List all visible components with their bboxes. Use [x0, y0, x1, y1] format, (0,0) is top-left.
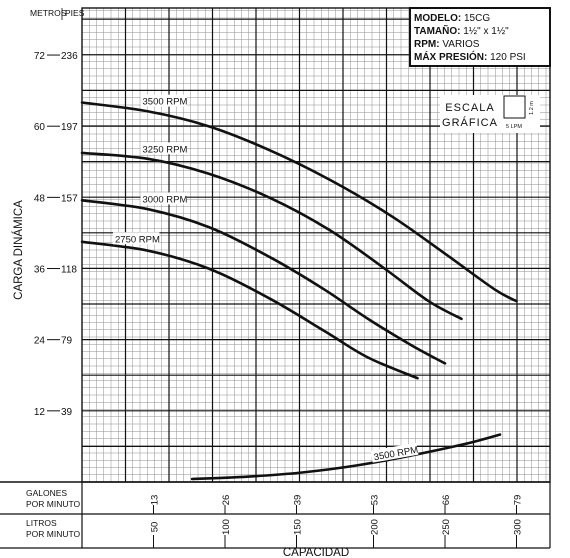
scale-box-side-label: 1.2 m [529, 101, 535, 115]
scale-box-title-2: GRÁFICA [442, 116, 498, 129]
curve-label-bg [140, 142, 187, 155]
scale-box-square [503, 95, 526, 119]
lpm-tick-label: 200 [370, 519, 381, 535]
y-tick-metros: 72 [34, 51, 46, 62]
y-tick-pies: 157 [61, 193, 78, 204]
curve-3000-rpm [80, 199, 447, 365]
curve-2750-rpm [80, 240, 419, 380]
curve-label-3000-rpm: 3000 RPM [143, 194, 188, 205]
info-box-frame [409, 7, 551, 67]
gpm-row-label-line2: POR MINUTO [26, 499, 81, 509]
gpm-tick-label: 79 [513, 495, 524, 506]
curve-label-bg [140, 192, 187, 205]
info-box-row-value: VARIOS [442, 39, 479, 50]
scale-box: ESCALA GRÁFICA 1.2 m 5 LPM [440, 95, 540, 133]
lpm-row-label-line2: POR MINUTO [26, 529, 81, 539]
gpm-row-label-line1: GALONES [26, 488, 67, 498]
curve-label-group: 3250 RPM [140, 142, 188, 155]
y-tick-pies: 79 [61, 336, 73, 347]
curve-label-bg [140, 94, 187, 107]
lpm-tick-label: 150 [293, 519, 304, 535]
curve-3500-rpm [190, 433, 502, 481]
grid-major [82, 8, 550, 482]
y-axis-header-metros: METROS [30, 8, 67, 18]
curve-label-bg [113, 232, 160, 245]
x-axis-label: CAPACIDAD [283, 547, 349, 558]
info-box-row-value: 120 PSI [490, 52, 526, 63]
info-box-row-label: RPM: [414, 39, 442, 50]
info-box-row: TAMAÑO: 1½" x 1½" [414, 24, 509, 37]
curve-label-group: 3500 RPM [140, 94, 188, 108]
gpm-tick-label: 66 [441, 495, 452, 506]
y-tick-metros: 48 [34, 193, 46, 204]
lpm-tick-label: 100 [221, 519, 232, 535]
gpm-tick-label: 53 [370, 495, 381, 506]
curve-3500-rpm [80, 101, 518, 303]
curves [80, 101, 518, 481]
info-box-row: RPM: VARIOS [414, 39, 480, 50]
lpm-tick-label: 50 [150, 522, 161, 533]
curve-label-3500-rpm: 3500 RPM [373, 445, 419, 464]
y-axis-label: CARGA DINÁMICA [12, 200, 25, 300]
y-axis-header-pies: PIES [65, 8, 85, 18]
curve-label-3250-rpm: 3250 RPM [143, 144, 188, 155]
y-tick-pies: 236 [61, 51, 78, 62]
y-tick-metros: 36 [34, 265, 46, 276]
lpm-tick-label: 300 [513, 519, 524, 535]
y-tick-metros: 24 [34, 336, 46, 347]
y-tick-pies: 197 [61, 122, 78, 133]
curve-label-2750-rpm: 2750 RPM [115, 234, 160, 245]
y-tick-metros: 60 [34, 122, 46, 133]
scale-box-title-1: ESCALA [445, 102, 494, 114]
info-box-row-value: 1½" x 1½" [463, 26, 509, 37]
info-box-row-label: TAMAÑO: [414, 24, 463, 37]
info-box-row: MÁX PRESIÓN: 120 PSI [414, 50, 526, 63]
lpm-tick-label: 250 [441, 519, 452, 535]
gpm-tick-label: 39 [293, 495, 304, 506]
grid-minor [82, 8, 550, 482]
curve-label-bg [370, 442, 419, 463]
curve-3250-rpm [80, 151, 463, 321]
info-box-row-label: MODELO: [414, 13, 464, 24]
gpm-tick-label: 26 [221, 495, 232, 506]
y-tick-pies: 39 [61, 407, 73, 418]
gpm-tick-label: 13 [150, 495, 161, 506]
info-box-row: MODELO: 15CG [414, 13, 490, 24]
lpm-row-label-line1: LITROS [26, 518, 57, 528]
curve-label-group: 2750 RPM [113, 232, 160, 245]
y-tick-pies: 118 [61, 265, 77, 276]
scale-box-bottom-label: 5 LPM [506, 124, 522, 130]
curve-label-3500-rpm: 3500 RPM [143, 97, 188, 108]
info-box-row-value: 15CG [464, 13, 490, 24]
curve-label-group: 3000 RPM [140, 192, 188, 205]
y-tick-metros: 12 [34, 407, 46, 418]
info-box-row-label: MÁX PRESIÓN: [414, 50, 490, 63]
